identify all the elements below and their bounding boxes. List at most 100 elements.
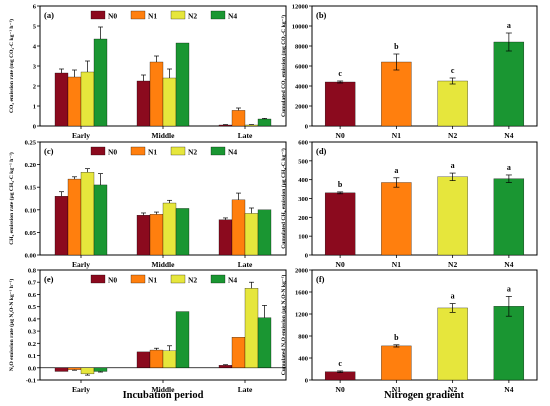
bar-d-N4 xyxy=(493,178,525,256)
bar-a-N1 xyxy=(149,61,164,127)
y-tick-label-b: 0 xyxy=(305,124,308,131)
category-label-f: N1 xyxy=(392,385,401,394)
panel-f: 0 400 800 1200 1600 2000 Cumulated N₂O emissio… xyxy=(280,268,538,394)
category-label-f: N0 xyxy=(336,385,345,394)
bar-e-N4 xyxy=(93,367,108,372)
x-title-left: Incubation period xyxy=(123,390,204,401)
significance-letter-b: c xyxy=(451,66,455,75)
y-tick-label-d: 400 xyxy=(298,177,308,184)
legend-entry-e: N0 xyxy=(108,276,117,285)
bar-a-N1 xyxy=(67,76,82,127)
y-tick-label-e: 0.1 xyxy=(28,353,36,360)
y-tick-label-e: 0.4 xyxy=(28,316,37,323)
category-label-c: Middle xyxy=(152,260,176,269)
y-tick-label-f: 0 xyxy=(305,378,308,385)
bar-c-N0 xyxy=(54,196,69,256)
y-tick-label-d: 200 xyxy=(298,215,308,222)
y-tick-label-d: 100 xyxy=(298,234,308,241)
bar-a-N4 xyxy=(93,38,108,127)
legend-swatch-a xyxy=(210,10,226,20)
category-label-c: Early xyxy=(72,260,90,269)
bar-c-N1 xyxy=(67,178,82,256)
bar-a-N1 xyxy=(231,110,246,127)
panel-b: 0 2000 4000 6000 8000 10000 12000 Cumulated CO₂… xyxy=(280,4,538,140)
bar-e-N4 xyxy=(175,311,190,368)
category-label-e: Early xyxy=(72,385,90,394)
bar-a-N2 xyxy=(244,124,259,127)
y-tick-label-f: 400 xyxy=(298,356,308,363)
y-tick-label-a: 0 xyxy=(33,124,36,131)
panel-c: 0.00 0.05 0.10 0.15 0.20 0.25 CH₄ emission rat… xyxy=(8,140,287,269)
category-label-e: Middle xyxy=(152,385,176,394)
legend-swatch-c xyxy=(210,146,226,156)
bar-e-N2 xyxy=(162,350,177,368)
y-tick-label-d: 600 xyxy=(298,140,308,147)
bar-a-N4 xyxy=(257,118,272,127)
significance-letter-f: a xyxy=(451,292,455,301)
y-tick-label-b: 8000 xyxy=(295,44,308,51)
y-tick-label-c: 0.15 xyxy=(25,185,37,192)
bar-a-N2 xyxy=(80,71,95,127)
legend-swatch-e xyxy=(170,274,186,284)
y-tick-label-f: 1600 xyxy=(295,290,308,297)
bar-c-N0 xyxy=(218,219,233,256)
y-tick-label-a: 4 xyxy=(33,44,37,51)
category-label-d: N1 xyxy=(392,260,401,269)
bar-d-N1 xyxy=(381,182,412,256)
panel-d: 0 100 200 300 400 500 600 Cumulated CH₄ emissio… xyxy=(280,140,538,269)
y-axis-label-d: Cumulated CH₄ emission (µg CH₄-C kg⁻¹) xyxy=(280,148,287,249)
y-tick-label-f: 1200 xyxy=(295,312,308,319)
bar-c-N2 xyxy=(244,213,259,256)
plot-frame-f xyxy=(311,269,538,381)
panel-e: -0.1 0.0 0.1 0.2 0.3 0.4 0.5 0.6 0.7 0.8 N₂O emiss… xyxy=(8,268,287,394)
y-tick-label-e: 0.0 xyxy=(28,365,36,372)
significance-letter-d: a xyxy=(394,166,398,175)
category-label-a: Early xyxy=(72,131,90,140)
bar-b-N2 xyxy=(437,80,468,127)
bar-b-N4 xyxy=(493,41,525,127)
bar-f-N2 xyxy=(437,307,468,381)
panel-label-c: (c) xyxy=(44,146,54,156)
bar-a-N0 xyxy=(54,72,69,127)
y-tick-label-c: 0.25 xyxy=(25,140,37,147)
y-tick-label-d: 500 xyxy=(298,158,308,165)
bar-e-N0 xyxy=(136,351,151,368)
bar-e-N4 xyxy=(257,317,272,368)
category-label-f: N4 xyxy=(504,385,513,394)
bar-d-N2 xyxy=(437,176,468,256)
significance-letter-d: a xyxy=(451,161,455,170)
significance-letter-b: c xyxy=(338,69,342,78)
category-label-a: Late xyxy=(238,131,253,140)
y-tick-label-e: 0.3 xyxy=(28,329,37,336)
bar-f-N1 xyxy=(381,345,412,381)
bar-a-N0 xyxy=(136,80,151,127)
category-label-d: N0 xyxy=(336,260,345,269)
legend-entry-c: N2 xyxy=(188,148,197,157)
bar-e-N1 xyxy=(149,349,164,368)
panel-label-e: (e) xyxy=(44,274,54,284)
legend-swatch-e xyxy=(210,274,226,284)
bar-a-N0 xyxy=(218,124,233,127)
y-tick-label-e: 0.5 xyxy=(28,304,37,311)
legend-swatch-a xyxy=(90,10,106,20)
category-label-b: N1 xyxy=(392,131,401,140)
legend-swatch-a xyxy=(130,10,146,20)
significance-letter-f: b xyxy=(394,333,399,342)
legend-entry-a: N1 xyxy=(148,12,157,21)
bar-e-N0 xyxy=(54,367,69,372)
category-label-b: N0 xyxy=(336,131,345,140)
legend-swatch-a xyxy=(170,10,186,20)
panel-label-b: (b) xyxy=(316,10,327,20)
y-tick-label-b: 10000 xyxy=(292,24,308,31)
bar-a-N4 xyxy=(175,42,190,127)
category-label-b: N2 xyxy=(448,131,457,140)
bar-e-N1 xyxy=(231,337,246,368)
legend-entry-a: N2 xyxy=(188,12,197,21)
legend-entry-c: N4 xyxy=(228,148,237,157)
y-axis-label-f: Cumulated N₂O emission (µg N₂O-N kg⁻¹) xyxy=(280,275,287,376)
panel-a: 0 1 2 3 4 5 6 CO₂ emission rate (mg CO₂-C kg⁻¹ … xyxy=(8,4,287,140)
legend-entry-e: N4 xyxy=(228,276,237,285)
legend-entry-c: N0 xyxy=(108,148,117,157)
y-tick-label-c: 0.05 xyxy=(25,230,37,237)
legend-swatch-c xyxy=(130,146,146,156)
